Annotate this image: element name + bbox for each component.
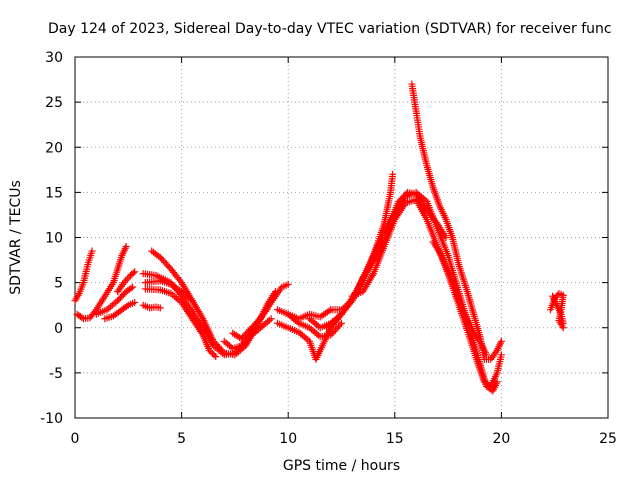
- data-point: [129, 283, 137, 291]
- data-point: [338, 319, 345, 327]
- data-point: [159, 257, 167, 265]
- y-tick-label: 25: [45, 95, 63, 111]
- data-point: [389, 170, 397, 178]
- data-point: [284, 280, 292, 288]
- data-point: [253, 318, 261, 326]
- data-point: [482, 351, 490, 359]
- series-track-15: [284, 310, 345, 341]
- y-tick-label: 20: [45, 140, 63, 156]
- series-track-2: [73, 243, 130, 323]
- data-point: [129, 269, 137, 277]
- data-point: [246, 326, 254, 334]
- data-point: [156, 304, 164, 312]
- data-point: [333, 324, 341, 332]
- data-point: [244, 327, 252, 335]
- data-point: [155, 252, 163, 260]
- series-track-10: [141, 277, 196, 305]
- series-track-20: [408, 80, 505, 363]
- y-tick-label: 5: [54, 276, 63, 292]
- data-point: [207, 348, 215, 356]
- data-point: [559, 319, 567, 327]
- data-points: [71, 80, 567, 395]
- data-point: [210, 351, 218, 359]
- data-point: [162, 260, 170, 268]
- data-point: [227, 343, 235, 351]
- series-track-12: [229, 280, 292, 343]
- x-axis-label: GPS time / hours: [283, 458, 400, 474]
- y-tick-label: 15: [45, 185, 63, 201]
- data-point: [331, 326, 339, 334]
- x-tick-label: 0: [71, 431, 80, 447]
- series-track-3: [92, 283, 137, 318]
- chart-title: Day 124 of 2023, Sidereal Day-to-day VTE…: [48, 21, 612, 37]
- series-track-23: [549, 292, 567, 327]
- series-track-5: [114, 268, 139, 296]
- data-point: [247, 324, 255, 332]
- data-point: [249, 322, 257, 330]
- data-point: [497, 351, 505, 359]
- y-tick-label: -10: [40, 411, 63, 427]
- data-point: [328, 329, 336, 337]
- y-axis-label: SDTVAR / TECUs: [8, 180, 24, 295]
- series-track-21: [429, 238, 490, 359]
- axis-ticks: [74, 56, 609, 419]
- x-tick-label: 25: [599, 431, 617, 447]
- tick-labels: 0 5 10 15 20 25 -10 -5 0 5 10 15 20 25 30: [40, 50, 617, 447]
- data-point: [205, 346, 213, 354]
- data-point: [123, 302, 131, 310]
- series-track-11: [220, 315, 275, 353]
- data-point: [88, 247, 96, 255]
- data-point: [336, 321, 344, 329]
- data-point: [244, 334, 252, 342]
- data-point: [122, 243, 130, 251]
- y-tick-label: 10: [45, 231, 63, 247]
- data-point: [78, 314, 86, 322]
- data-point: [212, 353, 220, 361]
- y-tick-label: -5: [49, 366, 63, 382]
- data-point: [164, 262, 172, 270]
- data-point: [327, 331, 335, 339]
- x-tick-label: 15: [386, 431, 404, 447]
- data-point: [252, 319, 260, 327]
- series-track-1: [71, 247, 96, 305]
- data-point: [156, 253, 164, 261]
- data-point: [158, 255, 166, 263]
- data-point: [209, 349, 217, 357]
- data-point: [334, 323, 342, 331]
- data-point: [127, 284, 135, 292]
- series-track-9: [141, 285, 220, 361]
- data-point: [131, 298, 139, 306]
- data-point: [497, 337, 505, 345]
- x-tick-label: 5: [177, 431, 186, 447]
- x-tick-label: 10: [279, 431, 297, 447]
- y-tick-label: 0: [54, 321, 63, 337]
- data-point: [330, 328, 338, 336]
- series-track-4: [101, 298, 139, 323]
- data-point: [131, 268, 139, 276]
- data-point: [161, 258, 169, 266]
- data-point: [267, 315, 275, 323]
- data-point: [188, 297, 196, 305]
- data-point: [442, 234, 450, 241]
- data-point: [232, 347, 240, 355]
- data-point: [250, 321, 258, 329]
- series-track-6: [139, 301, 164, 312]
- y-tick-label: 30: [45, 50, 63, 66]
- x-tick-label: 20: [492, 431, 510, 447]
